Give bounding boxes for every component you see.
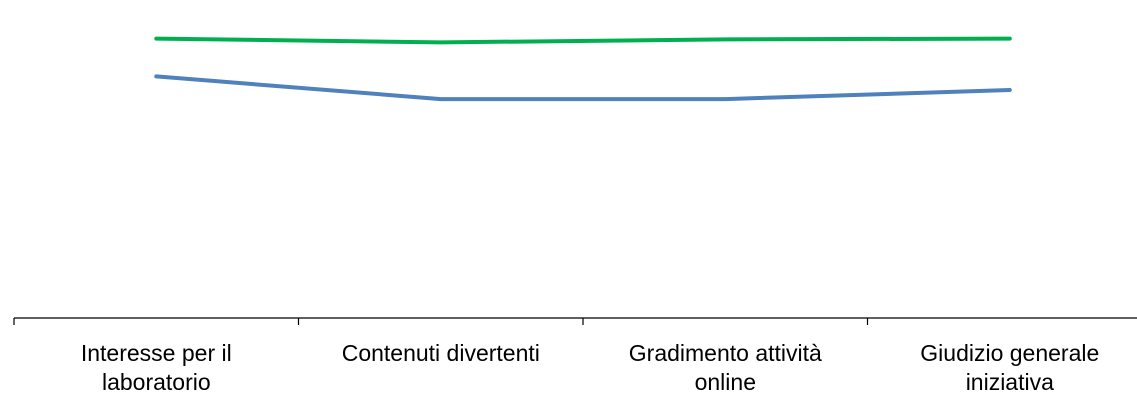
x-tick-label-line: iniziativa: [966, 369, 1054, 394]
x-tick-label: Contenuti divertenti: [342, 340, 540, 366]
x-tick-label-line: Contenuti divertenti: [342, 340, 540, 366]
series-line-2: [154, 74, 1012, 102]
series-line-1: [154, 36, 1012, 45]
x-tick-label: Interesse per il laboratorio: [81, 340, 232, 394]
x-tick-label-line: Gradimento attività: [629, 340, 822, 366]
x-tick-label: Gradimento attività online: [629, 340, 822, 394]
x-tick-label-line: online: [695, 369, 756, 394]
x-tick-labels: Interesse per il laboratorio Contenuti div…: [81, 340, 1099, 394]
x-tick-label-line: laboratorio: [102, 369, 211, 394]
x-axis: [13, 317, 1137, 325]
x-tick-label: Giudizio generale iniziativa: [920, 340, 1099, 394]
x-tick-label-line: Interesse per il: [81, 340, 232, 366]
x-tick-label-line: Giudizio generale: [920, 340, 1099, 366]
series-group: [154, 36, 1012, 102]
